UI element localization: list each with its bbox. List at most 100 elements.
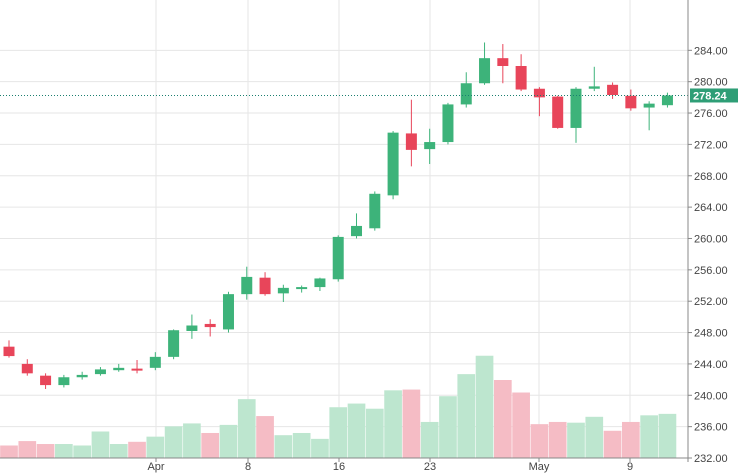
volume-bar bbox=[91, 431, 110, 458]
candle-down bbox=[625, 95, 637, 109]
candle-up bbox=[241, 276, 253, 295]
volume-bar bbox=[457, 374, 476, 458]
candle-up bbox=[460, 83, 472, 105]
y-tick-label: 260.00 bbox=[694, 233, 728, 245]
y-tick-label: 256.00 bbox=[694, 265, 728, 277]
y-tick-label: 244.00 bbox=[694, 359, 728, 371]
candle-up bbox=[332, 236, 344, 280]
volume-bar bbox=[73, 445, 91, 458]
y-tick-label: 264.00 bbox=[694, 202, 728, 214]
candle-up bbox=[442, 104, 454, 143]
candle-up bbox=[186, 325, 198, 331]
volume-bar bbox=[567, 422, 585, 458]
volume-bar bbox=[18, 441, 37, 458]
candle-up bbox=[222, 294, 234, 330]
y-tick-label: 272.00 bbox=[694, 139, 728, 151]
y-tick-label: 232.00 bbox=[694, 453, 728, 465]
last-price-line: 278.24 bbox=[0, 88, 738, 103]
volume-bar bbox=[164, 426, 183, 458]
candle-up bbox=[643, 103, 655, 108]
candle-down bbox=[40, 375, 52, 386]
last-price-label: 278.24 bbox=[693, 90, 728, 102]
volume-bars bbox=[0, 355, 677, 458]
volume-bar bbox=[530, 424, 549, 458]
volume-bar bbox=[201, 432, 220, 458]
grid-lines bbox=[0, 0, 688, 459]
volume-bar bbox=[146, 436, 165, 458]
volume-bar bbox=[347, 403, 366, 458]
candle-down bbox=[21, 363, 33, 374]
candle-down bbox=[515, 66, 527, 90]
x-tick-label: 9 bbox=[627, 461, 633, 473]
volume-bar bbox=[512, 392, 530, 458]
candle-up bbox=[113, 367, 125, 371]
volume-bar bbox=[420, 421, 439, 458]
volume-bar bbox=[603, 430, 622, 458]
candle-up bbox=[149, 356, 161, 368]
volume-bar bbox=[622, 421, 640, 458]
volume-bar bbox=[274, 435, 293, 458]
candle-down bbox=[552, 96, 564, 128]
candle-down bbox=[204, 323, 216, 328]
candles bbox=[3, 42, 673, 390]
y-tick-label: 276.00 bbox=[694, 108, 728, 120]
candle-up bbox=[479, 58, 491, 84]
y-tick-label: 240.00 bbox=[694, 390, 728, 402]
x-tick-label: Apr bbox=[147, 461, 164, 473]
x-tick-label: 8 bbox=[245, 461, 251, 473]
volume-bar bbox=[548, 421, 567, 458]
candle-up bbox=[314, 278, 326, 288]
volume-bar bbox=[585, 416, 604, 458]
candle-down bbox=[533, 88, 545, 98]
candle-up bbox=[661, 95, 673, 106]
candle-down bbox=[607, 84, 619, 96]
candle-up bbox=[387, 132, 399, 196]
candle-up bbox=[570, 88, 582, 128]
x-tick-label: 16 bbox=[333, 461, 345, 473]
volume-bar bbox=[365, 408, 384, 458]
volume-bar bbox=[640, 415, 658, 458]
candle-down bbox=[497, 58, 509, 66]
candle-up bbox=[351, 225, 363, 237]
volume-bar bbox=[219, 424, 238, 458]
volume-bar bbox=[493, 380, 512, 458]
candle-up bbox=[588, 86, 600, 89]
volume-bar bbox=[55, 444, 73, 458]
candle-up bbox=[424, 142, 436, 150]
volume-bar bbox=[256, 416, 274, 458]
volume-bar bbox=[109, 444, 128, 458]
volume-bar bbox=[36, 444, 55, 458]
last-price-label-box bbox=[690, 88, 738, 103]
volume-bar bbox=[329, 407, 348, 458]
volume-bar bbox=[183, 423, 201, 458]
axes: 232.00 236.00 240.00 244.00 248.00 252.00 256.… bbox=[0, 0, 728, 473]
candle-down bbox=[3, 346, 15, 357]
y-tick-label: 252.00 bbox=[694, 296, 728, 308]
candle-down bbox=[259, 277, 271, 295]
volume-bar bbox=[475, 355, 494, 458]
volume-bar bbox=[439, 396, 457, 458]
volume-bar bbox=[0, 445, 18, 458]
y-tick-label: 236.00 bbox=[694, 422, 728, 434]
volume-bar bbox=[128, 441, 146, 458]
volume-bar bbox=[402, 389, 421, 458]
volume-bar bbox=[311, 438, 329, 458]
candle-up bbox=[277, 287, 289, 294]
volume-bar bbox=[658, 413, 677, 458]
volume-bar bbox=[237, 399, 256, 458]
candle-up bbox=[58, 377, 70, 386]
candle-down bbox=[131, 368, 143, 371]
y-tick-label: 268.00 bbox=[694, 171, 728, 183]
candle-up bbox=[369, 193, 381, 229]
y-tick-label: 248.00 bbox=[694, 328, 728, 340]
candle-down bbox=[405, 133, 417, 150]
y-tick-label: 280.00 bbox=[694, 77, 728, 89]
candle-up bbox=[168, 330, 180, 357]
x-tick-label: May bbox=[529, 461, 550, 473]
volume-bar bbox=[292, 432, 311, 458]
candle-up bbox=[76, 374, 88, 378]
y-tick-label: 284.00 bbox=[694, 45, 728, 57]
x-tick-label: 23 bbox=[424, 461, 436, 473]
